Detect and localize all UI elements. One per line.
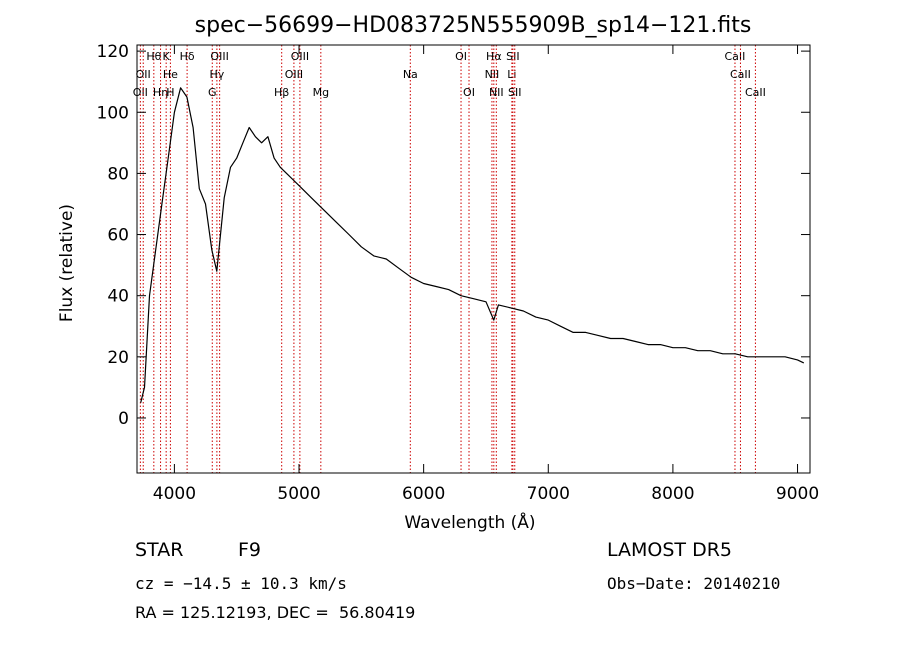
y-axis-label: Flux (relative) bbox=[57, 204, 77, 322]
line-marker-label: OIII bbox=[285, 68, 303, 81]
y-tick-label: 0 bbox=[118, 409, 129, 429]
plot-frame bbox=[136, 44, 811, 474]
line-marker-label: G bbox=[208, 86, 217, 99]
line-marker-label: OII bbox=[133, 86, 148, 99]
line-marker-label: Hδ bbox=[180, 50, 195, 63]
line-marker-label: OIII bbox=[210, 50, 228, 63]
x-tick-label: 6000 bbox=[402, 484, 445, 504]
x-tick-label: 8000 bbox=[651, 484, 694, 504]
y-tick-label: 40 bbox=[107, 287, 129, 307]
line-marker-label: Hα bbox=[486, 50, 502, 63]
y-tick-label: 60 bbox=[107, 226, 129, 246]
line-marker-label: CaII bbox=[745, 86, 766, 99]
line-marker-label: NII bbox=[485, 68, 500, 81]
x-axis-label: Wavelength (Å) bbox=[404, 511, 535, 533]
line-marker-label: Hβ bbox=[274, 86, 289, 99]
y-tick-label: 100 bbox=[97, 103, 129, 123]
line-marker-label: OIII bbox=[291, 50, 309, 63]
line-marker-label: CaII bbox=[725, 50, 746, 63]
chart-title: spec−56699−HD083725N555909B_sp14−121.fit… bbox=[195, 13, 752, 38]
x-tick-label: 7000 bbox=[527, 484, 570, 504]
line-marker-label: OI bbox=[455, 50, 467, 63]
x-tick-label: 4000 bbox=[153, 484, 196, 504]
line-marker-label: SII bbox=[506, 50, 519, 63]
spectrum-series-0 bbox=[140, 87, 805, 403]
line-marker-label: Hθ bbox=[146, 50, 161, 63]
x-tick-label: 5000 bbox=[277, 484, 320, 504]
object-class: STAR bbox=[135, 539, 184, 561]
line-marker-label: Mg bbox=[313, 86, 329, 99]
redshift-cz: cz = −14.5 ± 10.3 km/s bbox=[135, 574, 347, 593]
spectral-subclass: F9 bbox=[238, 539, 262, 561]
y-tick-label: 120 bbox=[97, 42, 129, 62]
line-marker-label: Na bbox=[403, 68, 418, 81]
line-marker-label: CaII bbox=[730, 68, 751, 81]
line-marker-label: OI bbox=[463, 86, 475, 99]
line-marker-label: NII bbox=[489, 86, 504, 99]
line-marker-label: K bbox=[163, 50, 171, 63]
ticks-layer: 4000 5000 6000 7000 8000 9000 0 20 40 60 80 100 120 bbox=[97, 42, 820, 504]
y-tick-label: 20 bbox=[107, 348, 129, 368]
sky-coordinates: RA = 125.12193, DEC = 56.80419 bbox=[135, 603, 416, 622]
observation-date: Obs−Date: 20140210 bbox=[607, 574, 781, 593]
line-marker-label: Li bbox=[507, 68, 516, 81]
line-marker-label: SII bbox=[508, 86, 521, 99]
line-marker-label: Hγ bbox=[209, 68, 224, 81]
survey-name: LAMOST DR5 bbox=[607, 539, 732, 561]
line-marker-label: He bbox=[163, 68, 178, 81]
line-marker-label: Hη bbox=[153, 86, 168, 99]
line-marker-label: OII bbox=[136, 68, 151, 81]
y-tick-label: 80 bbox=[107, 164, 129, 184]
spectrum-layer bbox=[140, 87, 805, 403]
line-marker-label: H bbox=[166, 86, 174, 99]
x-tick-label: 9000 bbox=[776, 484, 819, 504]
